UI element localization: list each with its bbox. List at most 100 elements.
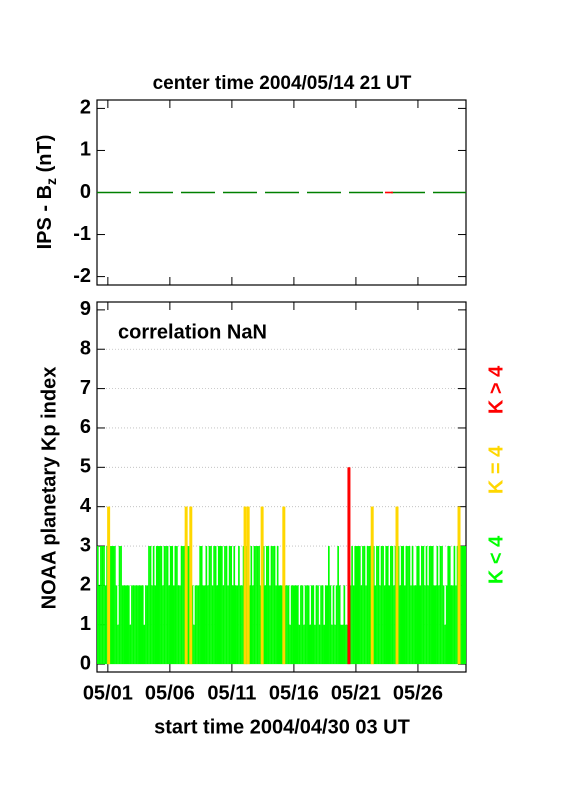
bar [317, 585, 319, 665]
bar [459, 546, 462, 665]
bar [303, 624, 305, 665]
bar [197, 585, 200, 665]
bar [318, 624, 321, 665]
bar [331, 624, 333, 665]
bar [174, 546, 177, 665]
bar [191, 585, 194, 665]
bar [217, 546, 220, 665]
bottom-frame [96, 301, 467, 673]
bar [110, 546, 113, 665]
bar [242, 546, 245, 665]
y-tick-label: 2 [80, 97, 91, 119]
x-tick-label: 05/11 [207, 682, 256, 704]
bar [172, 585, 175, 665]
bar [103, 546, 105, 665]
bar [438, 585, 440, 665]
bar [126, 585, 129, 665]
bar [225, 546, 228, 665]
bar [98, 585, 101, 665]
bar [162, 585, 164, 665]
bar [365, 585, 367, 665]
y-tick-label: 8 [80, 338, 91, 360]
bar [252, 585, 254, 665]
bar [300, 585, 302, 665]
bar [112, 546, 115, 665]
bar [295, 585, 298, 665]
bar [450, 585, 453, 665]
bar [340, 624, 343, 665]
bar [176, 546, 178, 665]
bar [207, 585, 209, 665]
bar [386, 546, 389, 665]
bar [400, 546, 403, 665]
bar [276, 546, 279, 665]
y-axis-label: NOAA planetary Kp index [38, 367, 60, 610]
bar [425, 546, 428, 665]
bar [155, 546, 158, 665]
bar [115, 585, 118, 665]
bar [222, 585, 225, 665]
bar [374, 585, 377, 665]
bar [143, 624, 146, 665]
bar [337, 546, 339, 665]
bar [101, 546, 104, 665]
bar [273, 546, 276, 665]
bar [183, 546, 186, 665]
bar [145, 585, 147, 665]
bar [97, 546, 99, 665]
x-axis-label: start time 2004/04/30 03 UT [154, 716, 410, 738]
bar [196, 585, 198, 665]
bar [314, 624, 316, 665]
bar [335, 585, 338, 665]
bar [259, 585, 262, 665]
bar [165, 546, 167, 665]
y-label-part: (nT) [34, 135, 56, 178]
bar [424, 585, 426, 665]
bar [171, 546, 174, 665]
bar [359, 546, 361, 665]
bar [332, 585, 335, 665]
bar [228, 546, 231, 665]
bar [202, 585, 205, 665]
y-axis-label: IPS - Bz (nT) [34, 135, 58, 250]
y-tick-label: 5 [80, 456, 91, 478]
bar [205, 546, 208, 665]
bar [402, 546, 405, 665]
bar [343, 585, 346, 665]
bar [431, 546, 434, 665]
bar [289, 624, 291, 665]
bar [264, 585, 267, 665]
bar [210, 546, 212, 665]
bar [421, 546, 423, 665]
y-tick-label: 0 [80, 652, 91, 674]
bar [372, 546, 375, 665]
bar [121, 585, 124, 665]
bar [433, 585, 436, 665]
y-tick-label: 9 [80, 298, 91, 320]
bar [399, 585, 401, 665]
bar [208, 546, 211, 665]
bar [309, 624, 312, 665]
bar [301, 585, 304, 665]
bar [118, 546, 121, 665]
y-tick-label: 2 [80, 574, 91, 596]
bar [338, 585, 341, 665]
bar [407, 546, 409, 665]
bar [346, 624, 349, 665]
bar [180, 546, 183, 665]
bar [368, 546, 370, 665]
bar [310, 585, 313, 665]
bar [382, 546, 384, 665]
bar [444, 624, 446, 665]
bar [341, 624, 344, 665]
y-label-part: IPS - B [34, 185, 56, 249]
bar [293, 585, 296, 665]
bar [128, 585, 130, 665]
bar [434, 585, 437, 665]
bar [160, 546, 163, 665]
bar [100, 546, 102, 665]
y-tick-label: 1 [80, 139, 91, 161]
bar [231, 585, 234, 665]
bar [391, 546, 394, 665]
